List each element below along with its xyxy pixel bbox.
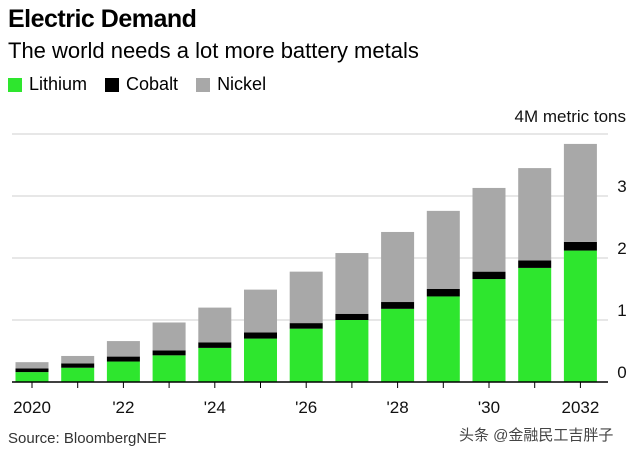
legend-item-nickel: Nickel — [196, 74, 266, 95]
source-note: Source: BloombergNEF — [8, 430, 167, 447]
y-tick-label: 1 — [617, 301, 626, 320]
bar-lithium — [426, 296, 460, 382]
watermark: 头条 @金融民工吉胖子 — [455, 422, 618, 447]
bar-lithium — [152, 355, 186, 382]
bar-cobalt — [381, 302, 415, 309]
bar-lithium — [61, 367, 95, 382]
x-tick-label: '28 — [387, 398, 409, 417]
legend-swatch-cobalt — [105, 77, 120, 92]
y-tick-label: 0 — [617, 363, 626, 382]
legend-item-cobalt: Cobalt — [105, 74, 178, 95]
y-unit-label: 4M metric tons — [515, 107, 626, 126]
bar-lithium — [381, 308, 415, 382]
chart-title: Electric Demand — [8, 5, 197, 33]
bar-cobalt — [518, 260, 552, 268]
bar-lithium — [472, 279, 506, 382]
bar-cobalt — [472, 271, 506, 280]
bar-lithium — [518, 267, 552, 382]
bar-cobalt — [426, 289, 460, 297]
bar-nickel — [426, 210, 460, 289]
bar-nickel — [152, 322, 186, 351]
legend-label-cobalt: Cobalt — [126, 74, 179, 94]
legend: Lithium Cobalt Nickel — [8, 74, 284, 95]
bar-nickel — [472, 187, 506, 272]
x-tick-label: '24 — [204, 398, 226, 417]
bar-nickel — [198, 307, 232, 343]
bar-nickel — [518, 168, 552, 261]
bar-lithium — [335, 320, 369, 382]
bar-nickel — [106, 341, 140, 357]
bar-cobalt — [335, 313, 369, 320]
bar-lithium — [15, 372, 49, 382]
bar-lithium — [198, 347, 232, 382]
x-tick-label: 2032 — [561, 398, 599, 417]
bar-lithium — [244, 338, 277, 382]
bar-cobalt — [289, 323, 323, 329]
y-tick-label: 2 — [617, 239, 626, 258]
legend-swatch-nickel — [196, 77, 211, 92]
chart-subtitle: The world needs a lot more battery metal… — [8, 38, 419, 63]
y-tick-label: 3 — [617, 177, 626, 196]
bar-cobalt — [198, 342, 232, 348]
bar-nickel — [15, 362, 49, 369]
x-tick-label: '26 — [295, 398, 317, 417]
bar-cobalt — [244, 332, 277, 339]
x-tick-label: 2020 — [13, 398, 51, 417]
bar-cobalt — [152, 350, 186, 356]
bar-lithium — [106, 361, 140, 382]
bar-nickel — [289, 271, 323, 324]
bar-nickel — [381, 231, 415, 303]
legend-item-lithium: Lithium — [8, 74, 87, 95]
bar-nickel — [244, 289, 277, 333]
bar-nickel — [61, 355, 95, 364]
bar-lithium — [289, 328, 323, 382]
bar-nickel — [335, 253, 369, 314]
x-tick-label: '22 — [112, 398, 134, 417]
legend-swatch-lithium — [8, 77, 22, 92]
bar-cobalt — [15, 368, 49, 373]
bar-nickel — [563, 143, 597, 242]
bar-cobalt — [61, 363, 95, 368]
bar-cobalt — [563, 241, 597, 251]
bar-cobalt — [106, 356, 140, 362]
legend-label-lithium: Lithium — [29, 74, 88, 94]
bar-lithium — [563, 250, 597, 382]
legend-label-nickel: Nickel — [217, 74, 267, 94]
x-tick-label: '30 — [478, 398, 500, 417]
